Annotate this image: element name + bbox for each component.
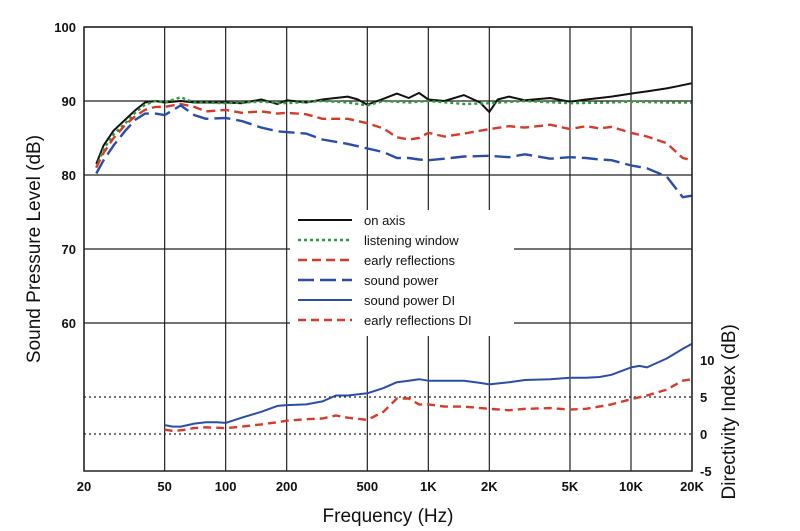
x-tick-label: 100 — [215, 479, 237, 494]
legend: on axis listening window early reflections… — [290, 210, 514, 336]
legend-label: listening window — [364, 233, 459, 248]
y-axis-title: Sound Pressure Level (dB) — [24, 135, 45, 363]
x-tick-label: 200 — [276, 479, 298, 494]
series-line-listening-window — [95, 96, 692, 169]
series-line-early-reflections — [95, 102, 693, 169]
x-tick-label: 50 — [157, 479, 171, 494]
legend-label: on axis — [364, 213, 406, 228]
y2-tick-label: -5 — [700, 464, 712, 479]
x-tick-label: 500 — [356, 479, 378, 494]
legend-label: sound power DI — [364, 293, 455, 308]
y2-tick-labels: -5 0 5 10 — [700, 353, 714, 479]
x-tick-label: 2K — [481, 479, 498, 494]
y-tick-label: 60 — [62, 316, 76, 331]
legend-label: sound power — [364, 273, 439, 288]
series-line-early-reflections-di — [164, 378, 693, 433]
y-tick-label: 90 — [62, 94, 76, 109]
y-tick-label: 80 — [62, 168, 76, 183]
series-lines — [95, 82, 693, 433]
x-tick-labels: 20 50 100 200 500 1K 2K 5K 10K 20K — [77, 479, 705, 494]
plot-frame — [83, 26, 693, 472]
legend-label: early reflections DI — [364, 313, 472, 328]
x-tick-label: 10K — [619, 479, 643, 494]
x-tick-label: 20K — [680, 479, 704, 494]
x-axis-title: Frequency (Hz) — [323, 506, 454, 527]
x-tick-label: 20 — [77, 479, 91, 494]
y-tick-label: 70 — [62, 242, 76, 257]
y2-tick-label: 5 — [700, 390, 707, 405]
legend-background — [290, 210, 514, 336]
series-line-on-axis — [95, 82, 693, 165]
y-tick-label: 100 — [54, 20, 76, 35]
x-tick-label: 1K — [420, 479, 437, 494]
y-tick-labels: 60 70 80 90 100 — [54, 20, 76, 331]
legend-label: early reflections — [364, 253, 456, 268]
series-line-sound-power — [95, 104, 693, 199]
y2-axis-title: Directivity Index (dB) — [719, 324, 740, 499]
y2-tick-label: 10 — [700, 353, 714, 368]
x-tick-label: 5K — [562, 479, 579, 494]
series-line-sound-power-di — [164, 342, 693, 428]
y2-tick-label: 0 — [700, 427, 707, 442]
